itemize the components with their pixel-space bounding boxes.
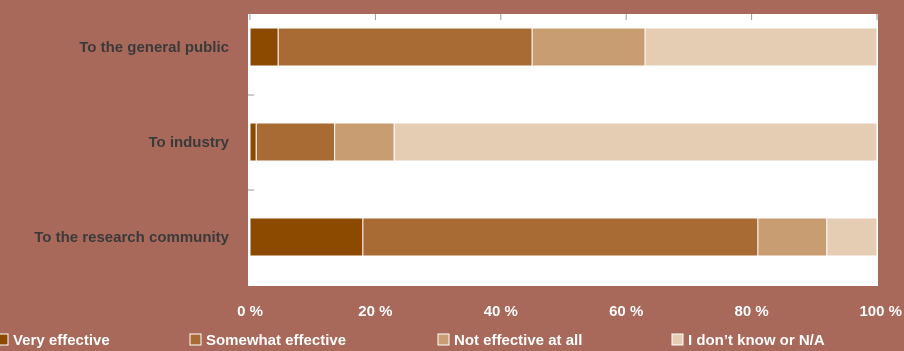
bar-segment bbox=[644, 27, 878, 67]
bar-segment bbox=[277, 27, 533, 67]
x-tick-label: 60 % bbox=[609, 303, 643, 320]
legend: Very effective Somewhat effective Not effe… bbox=[0, 332, 825, 349]
legend-item: I don’t know or N/A bbox=[671, 332, 825, 349]
legend-item: Very effective bbox=[0, 332, 110, 349]
legend-label: Not effective at all bbox=[454, 332, 582, 349]
category-label: To the research community bbox=[34, 229, 229, 246]
bar-segment bbox=[255, 122, 336, 162]
bar-segment bbox=[334, 122, 395, 162]
legend-swatch bbox=[0, 333, 9, 346]
x-tick-label: 100 % bbox=[859, 303, 902, 320]
legend-label: Somewhat effective bbox=[206, 332, 346, 349]
bar-segment bbox=[531, 27, 646, 67]
category-label: To the general public bbox=[79, 39, 229, 56]
legend-swatch bbox=[437, 333, 450, 346]
category-label: To industry bbox=[148, 134, 229, 151]
bars bbox=[249, 27, 878, 257]
bar-segment bbox=[249, 217, 364, 257]
bar-segment bbox=[826, 217, 878, 257]
bar-segment bbox=[249, 122, 257, 162]
x-tick-labels: 0 % 20 % 40 % 60 % 80 % 100 % bbox=[237, 303, 902, 320]
x-tick-label: 80 % bbox=[734, 303, 768, 320]
x-tick-label: 40 % bbox=[484, 303, 518, 320]
bar-segment bbox=[362, 217, 759, 257]
legend-item: Somewhat effective bbox=[189, 332, 346, 349]
x-tick-label: 20 % bbox=[358, 303, 392, 320]
axis-ticks bbox=[248, 14, 878, 191]
legend-label: Very effective bbox=[13, 332, 110, 349]
category-labels: To the general public To industry To the r… bbox=[34, 39, 229, 246]
bar-segment bbox=[393, 122, 878, 162]
x-tick-label: 0 % bbox=[237, 303, 263, 320]
bar-segment bbox=[249, 27, 279, 67]
legend-swatch bbox=[189, 333, 202, 346]
legend-item: Not effective at all bbox=[437, 332, 582, 349]
legend-swatch bbox=[671, 333, 684, 346]
bar-segment bbox=[757, 217, 828, 257]
legend-label: I don’t know or N/A bbox=[688, 332, 825, 349]
